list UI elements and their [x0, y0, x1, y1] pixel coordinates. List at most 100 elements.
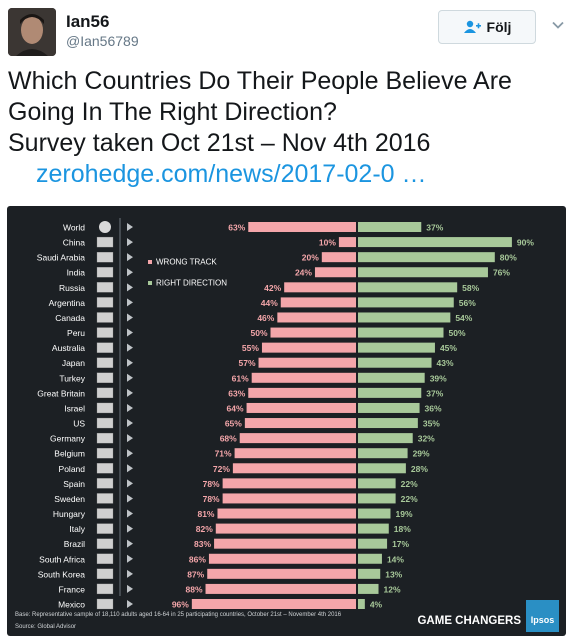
play-arrow-icon [127, 479, 133, 488]
wrong-track-value: 71% [215, 449, 232, 459]
wrong-track-bar [222, 478, 356, 489]
country-label: US [73, 419, 85, 429]
wrong-track-bar [191, 599, 356, 609]
wrong-track-value: 64% [227, 403, 244, 413]
play-arrow-icon [127, 343, 133, 352]
right-direction-value: 35% [423, 419, 440, 429]
play-arrow-icon [127, 584, 133, 593]
play-arrow-icon [127, 494, 133, 503]
country-label: Peru [67, 328, 85, 338]
wrong-track-value: 81% [197, 509, 214, 519]
right-direction-value: 37% [426, 223, 443, 233]
chevron-down-icon[interactable] [552, 19, 564, 31]
play-arrow-icon [127, 223, 133, 231]
right-direction-value: 54% [455, 313, 472, 323]
right-direction-value: 22% [401, 494, 418, 504]
bar-chart: World 63% 37% China 10% 90% Saudi Arabia 20% 80%… [15, 218, 559, 632]
right-direction-value: 13% [385, 569, 402, 579]
country-label: Great Britain [37, 388, 85, 398]
infographic-image[interactable]: World 63% 37% China 10% 90% Saudi Arabia 20% 80%… [7, 206, 566, 636]
ipsos-logo-text: Ipsos [531, 615, 555, 625]
wrong-track-bar [251, 372, 356, 383]
country-label: Mexico [58, 600, 85, 610]
right-direction-bar [358, 342, 435, 353]
right-direction-bar [358, 583, 379, 594]
wrong-track-bar [234, 448, 356, 459]
wrong-track-bar [284, 282, 356, 293]
wrong-track-value: 10% [319, 238, 336, 248]
right-direction-bar [358, 553, 382, 564]
wrong-track-bar [232, 463, 356, 474]
right-direction-bar [358, 312, 451, 323]
wrong-track-value: 20% [302, 253, 319, 263]
right-direction-value: 37% [426, 388, 443, 398]
flag-icon [96, 553, 114, 564]
tweet-line-3: Survey taken Oct 21st – Nov 4th 2016 [8, 129, 431, 157]
wrong-track-value: 68% [220, 434, 237, 444]
legend-wrong-swatch [148, 260, 152, 264]
follow-label: Följ [486, 19, 512, 35]
ipsos-logo [526, 600, 559, 632]
user-handle[interactable]: @Ian56789 [66, 33, 139, 49]
flag-icon [96, 463, 114, 474]
wrong-track-value: 83% [194, 539, 211, 549]
user-avatar[interactable] [8, 8, 56, 56]
country-label: China [63, 238, 85, 248]
wrong-track-value: 78% [203, 479, 220, 489]
play-arrow-icon [127, 524, 133, 533]
play-arrow-icon [127, 434, 133, 443]
country-label: Russia [59, 283, 85, 293]
play-arrow-icon [127, 358, 133, 367]
display-name[interactable]: Ian56 [66, 12, 110, 31]
right-direction-value: 58% [462, 283, 479, 293]
right-direction-value: 28% [411, 464, 428, 474]
country-label: Australia [52, 343, 85, 353]
play-arrow-icon [127, 569, 133, 578]
wrong-track-bar [244, 418, 356, 429]
right-direction-bar [358, 433, 413, 444]
right-direction-bar [358, 282, 458, 293]
wrong-track-bar [205, 583, 356, 594]
wrong-track-value: 63% [228, 388, 245, 398]
right-direction-value: 19% [395, 509, 412, 519]
flag-icon [96, 236, 114, 248]
right-direction-value: 36% [425, 403, 442, 413]
right-direction-bar [358, 538, 388, 549]
add-user-icon [463, 20, 481, 33]
right-direction-value: 39% [430, 373, 447, 383]
right-direction-value: 45% [440, 343, 457, 353]
right-direction-bar [358, 252, 495, 263]
play-arrow-icon [127, 283, 133, 292]
globe-icon [99, 221, 111, 233]
flag-icon [96, 342, 114, 353]
country-label: South Korea [38, 569, 86, 579]
tweet-line-2: Going In The Right Direction? [8, 98, 337, 126]
flag-icon [96, 387, 114, 399]
country-label: Hungary [53, 509, 86, 519]
play-arrow-icon [127, 403, 133, 412]
flag-icon [96, 493, 114, 504]
tweet-link[interactable]: zerohedge.com/news/2017-02-0 … [36, 160, 427, 188]
country-label: Argentina [49, 298, 86, 308]
right-direction-bar [358, 267, 488, 278]
follow-button[interactable]: Följ [438, 10, 536, 44]
country-label: Canada [55, 313, 85, 323]
play-arrow-icon [127, 388, 133, 397]
right-direction-value: 4% [370, 600, 383, 610]
tweet-line-1: Which Countries Do Their People Believe … [8, 67, 512, 95]
right-direction-value: 43% [437, 358, 454, 368]
right-direction-value: 18% [394, 524, 411, 534]
country-label: India [67, 268, 86, 278]
wrong-track-value: 44% [261, 298, 278, 308]
wrong-track-bar [208, 553, 356, 564]
country-label: Japan [62, 358, 85, 368]
wrong-track-value: 87% [187, 569, 204, 579]
right-direction-bar [358, 448, 408, 459]
play-arrow-icon [127, 509, 133, 518]
wrong-track-value: 61% [232, 373, 249, 383]
flag-icon [96, 432, 114, 444]
footnote-base: Base: Representative sample of 18,110 ad… [15, 612, 342, 618]
right-direction-value: 50% [449, 328, 466, 338]
right-direction-bar [358, 222, 422, 232]
play-arrow-icon [127, 539, 133, 548]
